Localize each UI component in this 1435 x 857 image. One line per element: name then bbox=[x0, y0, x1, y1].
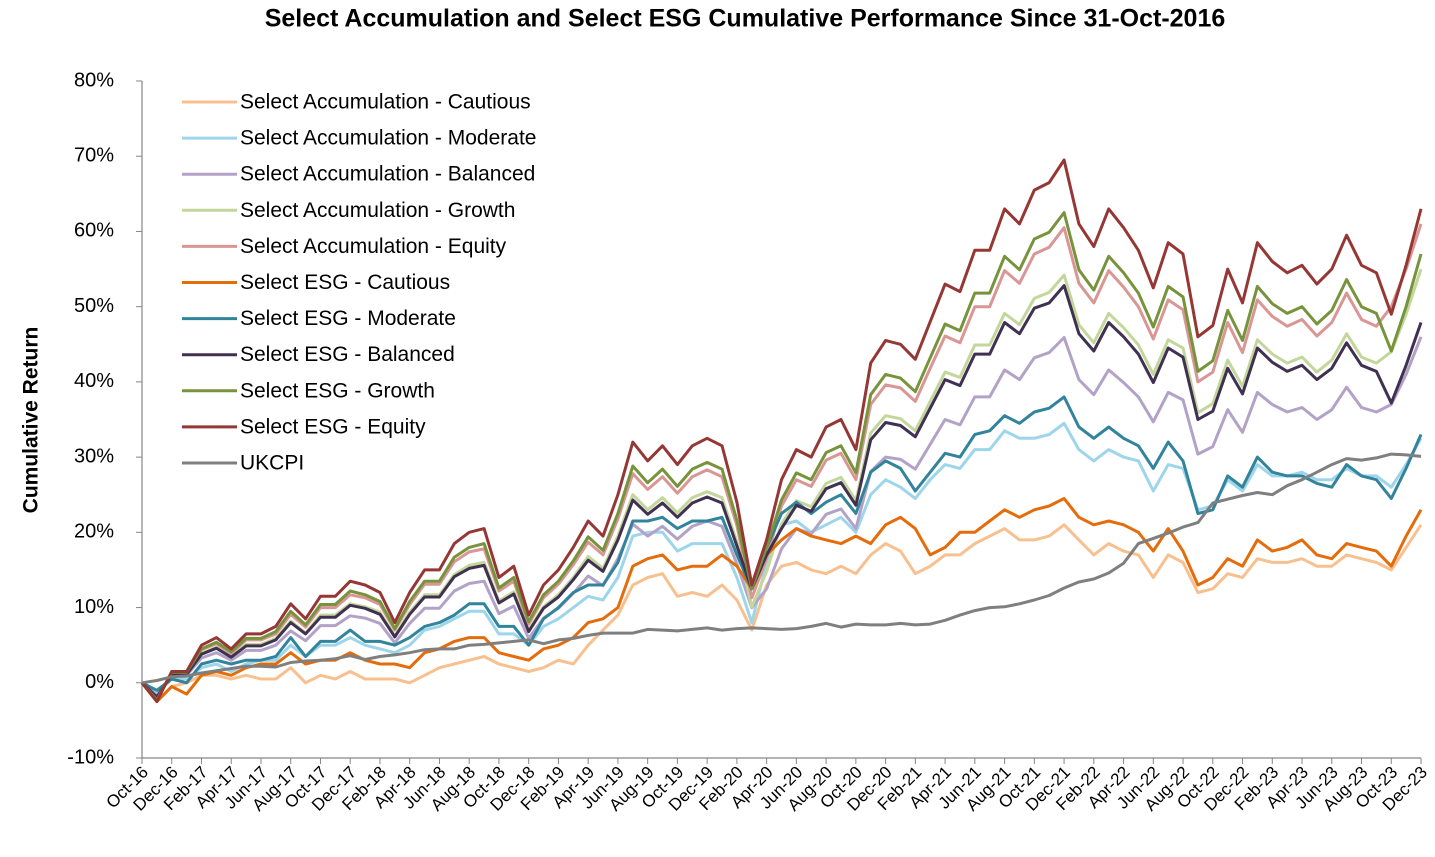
chart-title: Select Accumulation and Select ESG Cumul… bbox=[265, 5, 1226, 33]
legend-label: Select ESG - Balanced bbox=[240, 343, 455, 366]
legend-label: UKCPI bbox=[240, 452, 304, 475]
y-tick-label: 40% bbox=[74, 370, 114, 392]
series-line bbox=[140, 211, 1423, 702]
y-tick-label: 80% bbox=[74, 69, 114, 91]
y-tick-label: 60% bbox=[74, 220, 114, 242]
legend-label: Select ESG - Cautious bbox=[240, 271, 450, 294]
legend-label: Select Accumulation - Cautious bbox=[240, 91, 531, 114]
y-axis-label: Cumulative Return bbox=[20, 327, 43, 514]
legend-label: Select Accumulation - Equity bbox=[240, 235, 507, 258]
legend-label: Select Accumulation - Moderate bbox=[240, 127, 536, 150]
series-line bbox=[140, 158, 1423, 704]
y-tick-label: -10% bbox=[67, 746, 114, 768]
y-tick-label: 30% bbox=[74, 445, 114, 467]
y-tick-label: 50% bbox=[74, 295, 114, 317]
series-line bbox=[140, 497, 1423, 704]
legend-label: Select ESG - Growth bbox=[240, 379, 435, 402]
legend-label: Select ESG - Equity bbox=[240, 415, 426, 438]
series-line bbox=[140, 523, 1423, 704]
y-tick-label: 20% bbox=[74, 521, 114, 543]
series-line bbox=[140, 223, 1423, 701]
legend-label: Select ESG - Moderate bbox=[240, 307, 456, 330]
series-line bbox=[140, 284, 1423, 699]
y-tick-label: 70% bbox=[74, 145, 114, 167]
legend-label: Select Accumulation - Balanced bbox=[240, 163, 535, 186]
y-tick-label: 10% bbox=[74, 596, 114, 618]
series-line bbox=[141, 452, 1422, 685]
series-line bbox=[141, 336, 1423, 698]
y-tick-label: 0% bbox=[85, 671, 114, 693]
legend-label: Select Accumulation - Growth bbox=[240, 199, 515, 222]
